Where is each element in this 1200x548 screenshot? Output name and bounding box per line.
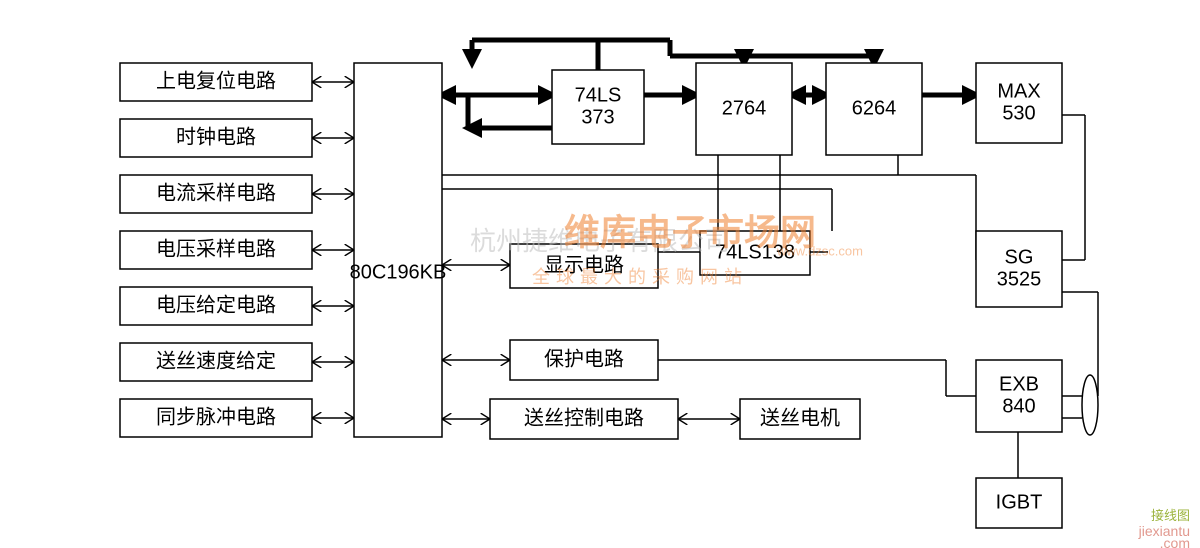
block-label-sg3525-1: 3525 — [997, 268, 1042, 290]
corner-tld: .com — [1160, 535, 1190, 548]
watermark-url: www.dzsc.com — [776, 243, 863, 258]
block-label-rom2764-0: 2764 — [722, 97, 767, 119]
block-label-left1-0: 上电复位电路 — [156, 69, 276, 92]
block-label-protect-0: 保护电路 — [544, 347, 624, 370]
block-label-left7-0: 同步脉冲电路 — [156, 405, 276, 428]
block-label-ram6264-0: 6264 — [852, 97, 897, 119]
block-label-exb840-1: 840 — [1002, 395, 1035, 417]
block-label-mcu-0: 80C196KB — [350, 261, 447, 283]
block-label-exb840-0: EXB — [999, 373, 1039, 395]
block-label-left6-0: 送丝速度给定 — [156, 349, 276, 372]
misc-shapes — [1082, 375, 1098, 435]
block-label-ls373-0: 74LS — [575, 84, 622, 106]
torch-icon — [1082, 375, 1098, 435]
block-label-max530-0: MAX — [997, 80, 1040, 102]
block-label-left5-0: 电压给定电路 — [156, 293, 276, 316]
block-label-ls373-1: 373 — [581, 106, 614, 128]
block-label-wiremotor-0: 送丝电机 — [760, 406, 840, 429]
block-label-wirectrl-0: 送丝控制电路 — [524, 406, 644, 429]
corner-brand: 接线图 — [1151, 508, 1190, 523]
block-mcu — [354, 63, 442, 437]
block-label-max530-1: 530 — [1002, 102, 1035, 124]
block-label-igbt-0: IGBT — [996, 491, 1043, 513]
block-label-sg3525-0: SG — [1005, 246, 1034, 268]
block-label-left4-0: 电压采样电路 — [156, 237, 276, 260]
blocks: 上电复位电路时钟电路电流采样电路电压采样电路电压给定电路送丝速度给定同步脉冲电路… — [120, 63, 1062, 528]
block-label-left2-0: 时钟电路 — [176, 125, 256, 148]
watermark-line2: 全球最大的采购网站 — [532, 267, 748, 287]
block-label-left3-0: 电流采样电路 — [156, 181, 276, 204]
